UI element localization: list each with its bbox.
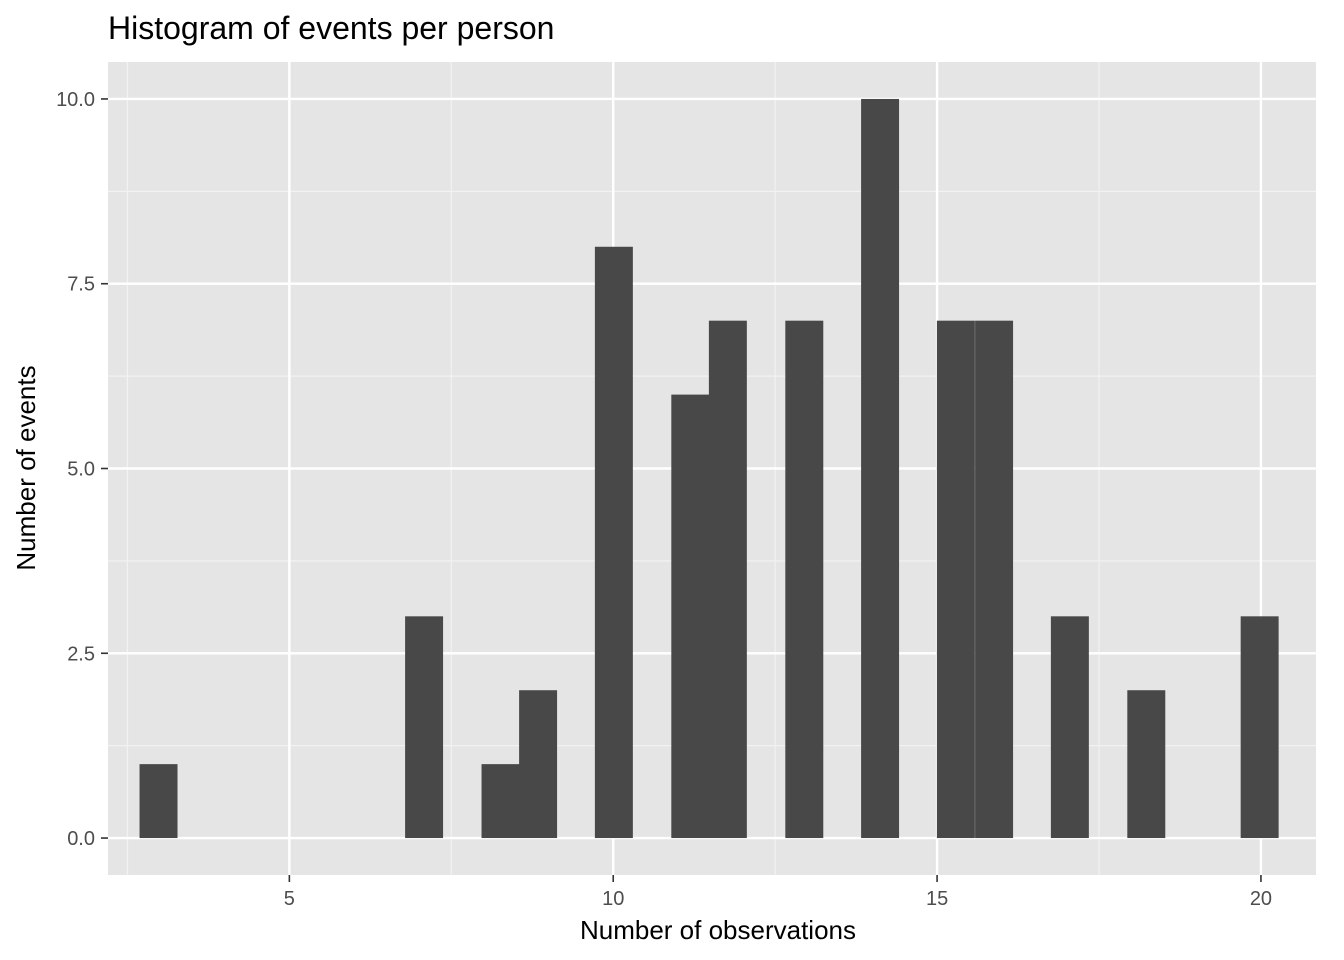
histogram-bar — [139, 764, 178, 839]
x-axis-title: Number of observations — [580, 915, 856, 945]
histogram-bar — [481, 764, 520, 839]
histogram-bar — [594, 246, 633, 839]
histogram-bar — [975, 320, 1014, 839]
histogram-bar — [519, 690, 558, 839]
x-axis: 5 10 15 20 — [284, 875, 1272, 910]
y-tick-label: 5.0 — [67, 459, 95, 481]
y-tick-label: 10.0 — [56, 89, 95, 111]
x-tick-label: 10 — [602, 888, 624, 910]
x-tick-label: 20 — [1250, 888, 1272, 910]
histogram-bar — [708, 320, 747, 839]
y-tick-label: 7.5 — [67, 274, 95, 296]
histogram-bar — [405, 616, 444, 839]
y-tick-label: 2.5 — [67, 643, 95, 665]
x-tick-label: 15 — [926, 888, 948, 910]
histogram-bar — [936, 320, 975, 839]
histogram-bar — [1050, 616, 1089, 839]
histogram-bar — [1240, 616, 1279, 839]
histogram-bar — [785, 320, 824, 839]
y-tick-label: 0.0 — [67, 828, 95, 850]
histogram-bar — [1127, 690, 1166, 839]
histogram-bar — [671, 394, 710, 839]
histogram-bar — [861, 98, 900, 839]
histogram-bars — [139, 98, 1279, 839]
x-tick-label: 5 — [284, 888, 295, 910]
y-axis: 0.0 2.5 5.0 7.5 10.0 — [56, 89, 108, 850]
y-axis-title: Number of events — [11, 365, 41, 570]
chart-title: Histogram of events per person — [108, 10, 554, 46]
